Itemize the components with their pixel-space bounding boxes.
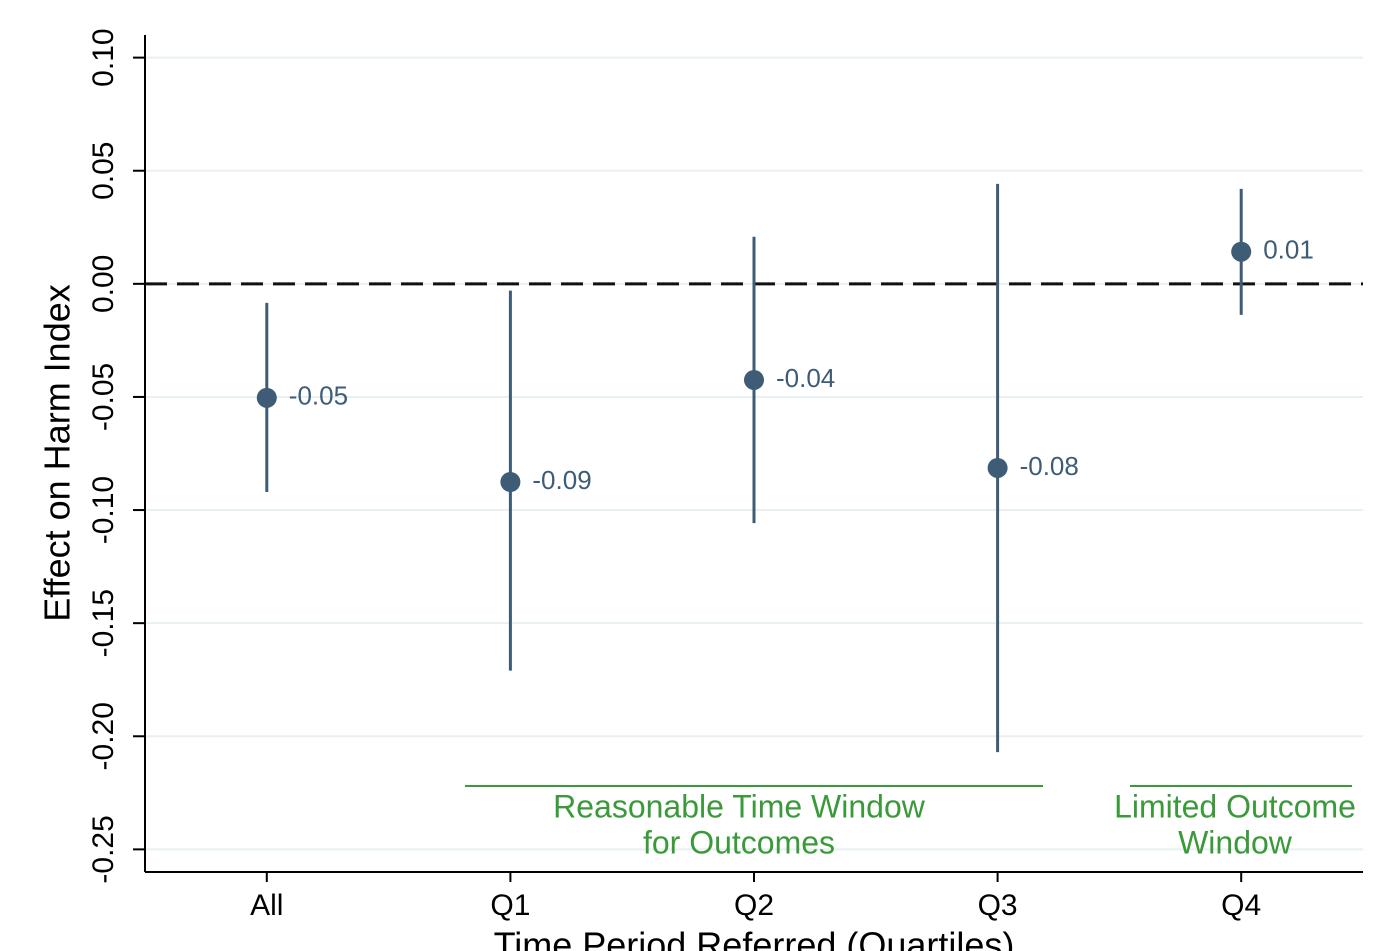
value-label: 0.01 bbox=[1263, 235, 1314, 265]
value-label: -0.04 bbox=[776, 363, 835, 393]
annotation: for Outcomes bbox=[643, 824, 835, 860]
point bbox=[1231, 241, 1252, 262]
annotation: Window bbox=[1178, 824, 1293, 860]
annotation: Limited Outcome bbox=[1114, 788, 1356, 824]
y-tick-label: -0.10 bbox=[87, 476, 120, 544]
x-tick-label: All bbox=[250, 889, 283, 922]
y-tick-label: -0.20 bbox=[87, 702, 120, 770]
point bbox=[256, 387, 277, 408]
value-label: -0.08 bbox=[1020, 451, 1079, 481]
y-tick-label: 0.10 bbox=[87, 28, 120, 86]
x-tick-label: Q2 bbox=[734, 889, 774, 922]
y-tick-label: -0.15 bbox=[87, 589, 120, 657]
value-label: -0.09 bbox=[532, 465, 591, 495]
y-tick-label: -0.05 bbox=[87, 363, 120, 431]
point bbox=[500, 472, 521, 493]
y-axis-title: Effect on Harm Index bbox=[37, 284, 78, 622]
value-label: -0.05 bbox=[289, 381, 348, 411]
x-tick-label: Q3 bbox=[978, 889, 1018, 922]
x-axis-title: Time Period Referred (Quartiles) bbox=[494, 925, 1015, 951]
x-tick-label: Q4 bbox=[1221, 889, 1261, 922]
point bbox=[744, 369, 764, 390]
annotation: Reasonable Time Window bbox=[553, 788, 926, 824]
y-tick-label: 0.00 bbox=[87, 255, 120, 313]
point bbox=[987, 457, 1008, 478]
y-tick-label: 0.05 bbox=[87, 142, 120, 200]
x-tick-label: Q1 bbox=[490, 889, 530, 922]
y-tick-label: -0.25 bbox=[87, 815, 120, 883]
